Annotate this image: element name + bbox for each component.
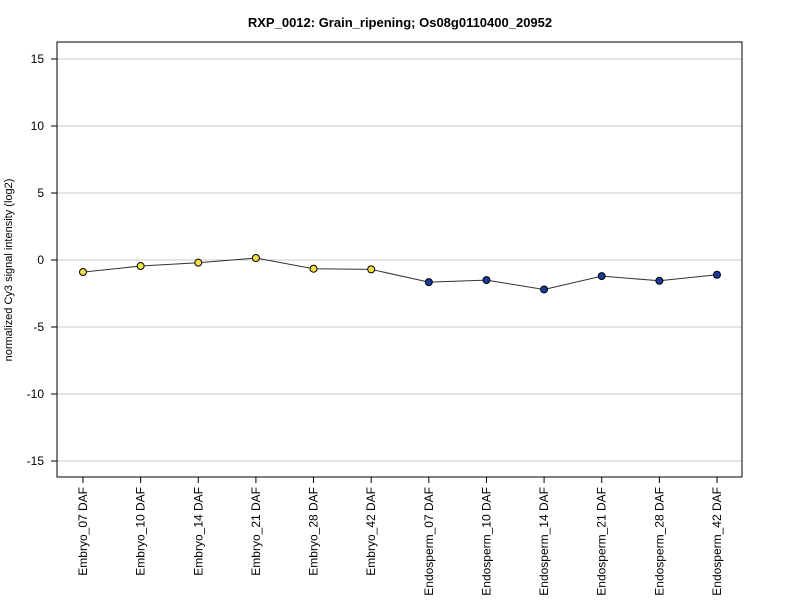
x-tick-label: Embryo_10 DAF <box>134 487 148 576</box>
x-tick-label: Endosperm_21 DAF <box>595 487 609 596</box>
x-tick-label: Embryo_07 DAF <box>76 487 90 576</box>
grid-lines <box>57 58 742 462</box>
x-tick-label: Endosperm_14 DAF <box>537 487 551 596</box>
y-tick-label: -5 <box>33 320 44 334</box>
x-tick-label: Endosperm_42 DAF <box>710 487 724 596</box>
x-tick-label: Embryo_14 DAF <box>191 487 205 576</box>
y-tick-label: -15 <box>27 454 45 468</box>
x-axis-ticks: Embryo_07 DAF Embryo_10 DAF Embryo_14 DAF E… <box>76 477 724 596</box>
x-tick-label: Embryo_28 DAF <box>307 487 321 576</box>
data-point <box>540 285 549 294</box>
data-point <box>597 272 606 281</box>
data-points <box>79 253 721 294</box>
y-tick-label: -10 <box>27 387 45 401</box>
data-point <box>79 268 87 277</box>
plot-frame <box>56 41 743 478</box>
y-axis-label: normalized Cy3 signal intensity (log2) <box>3 179 15 362</box>
data-point <box>367 265 376 274</box>
x-tick-label: Embryo_42 DAF <box>364 487 378 576</box>
y-axis-ticks: 15 10 5 0 -5 -10 -15 <box>27 52 57 468</box>
series-line <box>82 257 718 291</box>
x-tick-label: Endosperm_07 DAF <box>422 487 436 596</box>
data-point <box>424 278 433 287</box>
data-point <box>309 264 318 273</box>
data-point <box>482 276 491 285</box>
y-tick-label: 10 <box>31 119 45 133</box>
y-tick-label: 15 <box>31 52 45 66</box>
chart-title: RXP_0012: Grain_ripening; Os08g0110400_2… <box>248 15 552 30</box>
data-point <box>655 276 664 285</box>
x-tick-label: Endosperm_28 DAF <box>652 487 666 596</box>
data-point <box>194 258 203 267</box>
data-point <box>251 253 260 262</box>
data-point <box>713 270 721 279</box>
y-tick-label: 5 <box>37 186 44 200</box>
x-tick-label: Embryo_21 DAF <box>249 487 263 576</box>
y-tick-label: 0 <box>37 253 44 267</box>
x-tick-label: Endosperm_10 DAF <box>479 487 493 596</box>
data-point <box>136 262 145 271</box>
series-line-layer <box>82 257 718 291</box>
